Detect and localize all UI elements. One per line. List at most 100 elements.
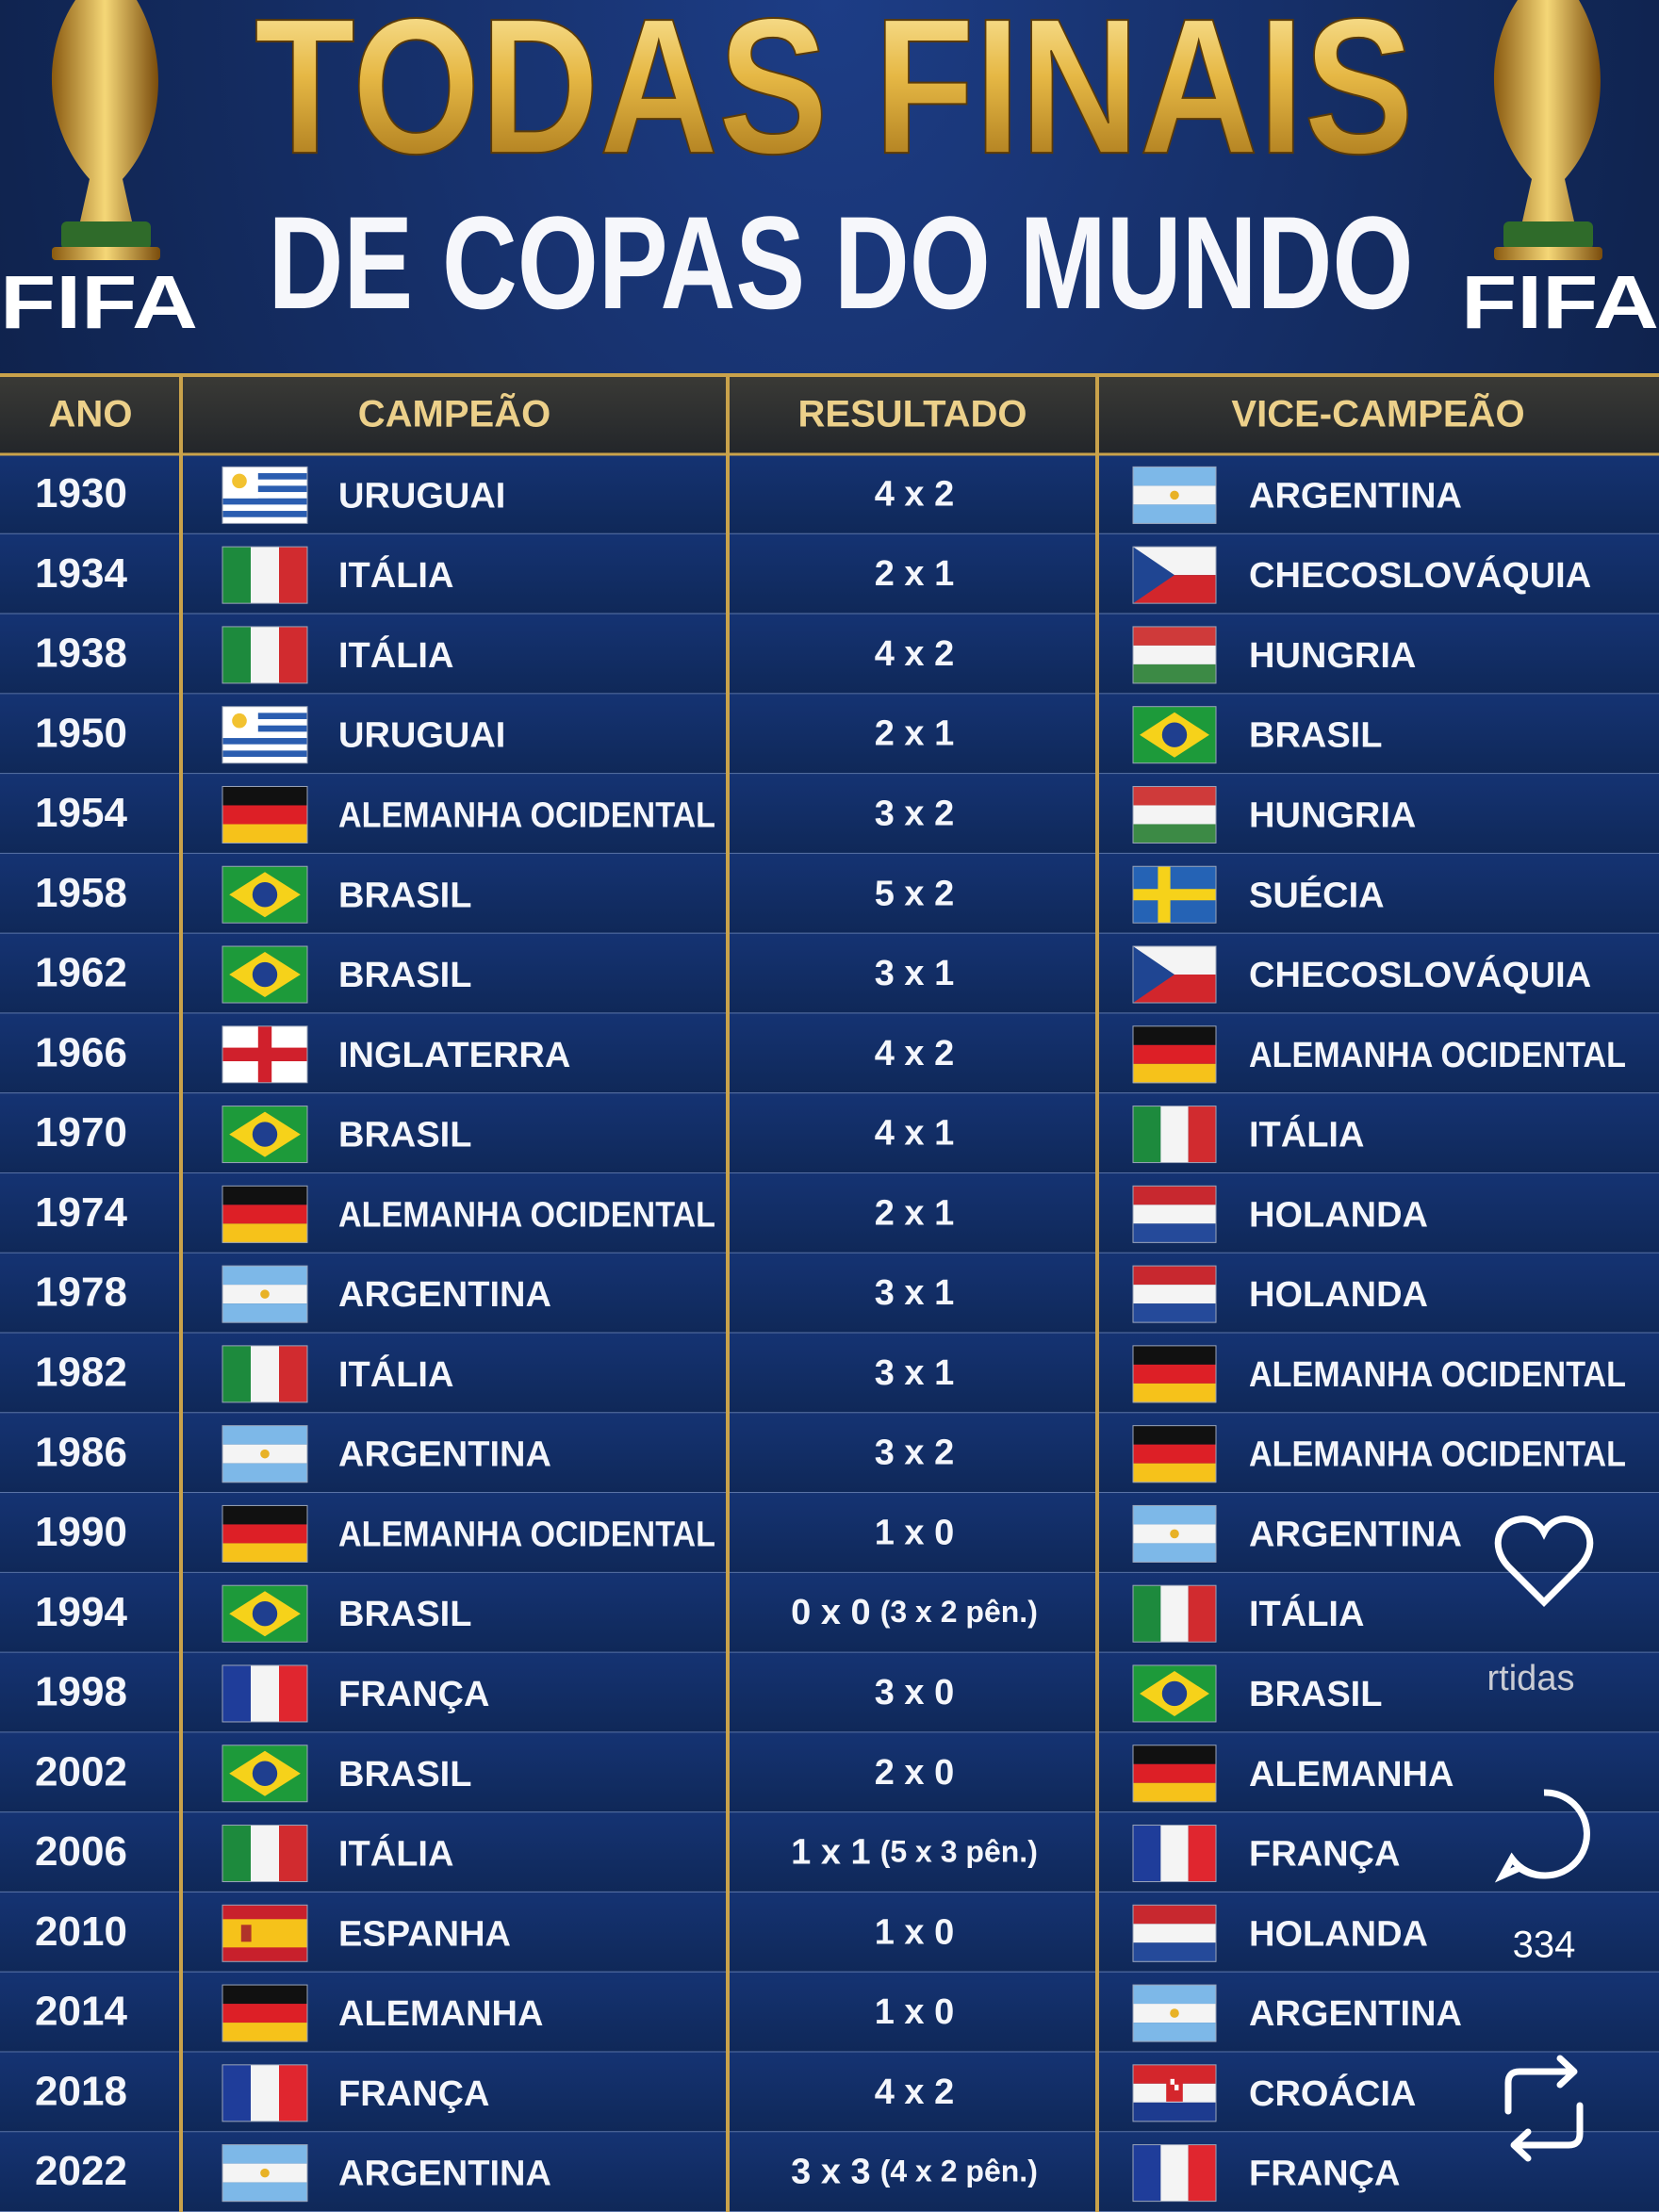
flag bbox=[1132, 706, 1217, 764]
champion: ITÁLIA bbox=[338, 1833, 453, 1875]
score: 1 x 0 bbox=[875, 1513, 955, 1552]
result: 2 x 1 bbox=[875, 714, 955, 754]
score: 4 x 1 bbox=[875, 1114, 955, 1154]
runner-up: CHECOSLOVÁQUIA bbox=[1249, 954, 1591, 995]
column-header: RESULTADO bbox=[798, 394, 1027, 435]
flag bbox=[1132, 1825, 1217, 1883]
flag bbox=[222, 626, 308, 684]
year: 1954 bbox=[35, 790, 127, 836]
comment-count: 334 bbox=[1513, 1925, 1576, 1966]
logo-left: FIFA bbox=[0, 260, 198, 344]
runner-up: ARGENTINA bbox=[1249, 476, 1462, 516]
penalties: (5 x 3 pên.) bbox=[880, 1835, 1038, 1869]
champion: INGLATERRA bbox=[338, 1036, 570, 1075]
result: 4 x 1 bbox=[875, 1114, 955, 1154]
champion: URUGUAI bbox=[338, 716, 505, 756]
champion: ALEMANHA OCIDENTAL bbox=[338, 796, 715, 836]
flag bbox=[1132, 466, 1217, 524]
runner-up: ALEMANHA OCIDENTAL bbox=[1249, 1036, 1626, 1075]
column-header: VICE-CAMPEÃO bbox=[1231, 392, 1524, 435]
flag bbox=[222, 1345, 308, 1403]
champion: ESPANHA bbox=[338, 1914, 511, 1954]
runner-up: ARGENTINA bbox=[1249, 1515, 1462, 1554]
flag bbox=[1132, 2144, 1217, 2203]
flag bbox=[1132, 1425, 1217, 1483]
score: 2 x 0 bbox=[875, 1753, 955, 1793]
flag bbox=[1132, 1185, 1217, 1243]
champion: ITÁLIA bbox=[338, 554, 453, 596]
runner-up: ALEMANHA bbox=[1249, 1755, 1454, 1794]
penalties: (3 x 2 pên.) bbox=[880, 1596, 1038, 1630]
flag bbox=[1132, 626, 1217, 684]
runner-up: HOLANDA bbox=[1249, 1914, 1428, 1954]
title: TODAS FINAIS bbox=[255, 0, 1414, 194]
score: 3 x 2 bbox=[875, 795, 955, 834]
repost-icon[interactable] bbox=[1504, 2055, 1584, 2162]
year: 1938 bbox=[35, 631, 127, 677]
year: 1958 bbox=[35, 870, 127, 916]
flag bbox=[222, 1664, 308, 1723]
score: 0 x 0 bbox=[791, 1593, 871, 1632]
flag bbox=[222, 466, 308, 524]
comment-icon[interactable] bbox=[1494, 1789, 1590, 1883]
year: 2002 bbox=[35, 1748, 127, 1794]
flag bbox=[222, 706, 308, 764]
flag bbox=[222, 1106, 308, 1164]
flag bbox=[222, 1025, 308, 1084]
flag bbox=[222, 2144, 308, 2203]
flag bbox=[1132, 1265, 1217, 1323]
result: 2 x 1 bbox=[875, 554, 955, 594]
result: 3 x 2 bbox=[875, 1434, 955, 1473]
year: 2010 bbox=[35, 1909, 127, 1955]
flag bbox=[1132, 1106, 1217, 1164]
trophy-left bbox=[51, 0, 160, 260]
score: 3 x 2 bbox=[875, 1434, 955, 1473]
runner-up: BRASIL bbox=[1249, 716, 1382, 756]
result: 1 x 0 bbox=[875, 1513, 955, 1552]
flag bbox=[1132, 1745, 1217, 1803]
flag bbox=[222, 1745, 308, 1803]
runner-up: CHECOSLOVÁQUIA bbox=[1249, 554, 1591, 596]
flag bbox=[1132, 2064, 1217, 2122]
flag bbox=[222, 2064, 308, 2122]
year: 1966 bbox=[35, 1029, 127, 1075]
flag bbox=[222, 785, 308, 844]
trophy-right bbox=[1493, 0, 1602, 260]
flag bbox=[1132, 546, 1217, 604]
score: 3 x 1 bbox=[875, 954, 955, 993]
score: 4 x 2 bbox=[875, 1034, 955, 1073]
year: 2022 bbox=[35, 2148, 127, 2194]
year: 1950 bbox=[35, 710, 127, 756]
year: 1998 bbox=[35, 1669, 127, 1715]
result: 3 x 3 (4 x 2 pên.) bbox=[791, 2153, 1038, 2192]
champion: FRANÇA bbox=[338, 1675, 489, 1714]
table: ANO CAMPEÃO RESULTADO VICE-CAMPEÃO 1930 URUGU… bbox=[0, 373, 1659, 2212]
flag bbox=[222, 1984, 308, 2042]
logo-right: FIFA bbox=[1461, 260, 1659, 344]
runner-up: ALEMANHA OCIDENTAL bbox=[1249, 1355, 1626, 1395]
result: 1 x 0 bbox=[875, 1912, 955, 1952]
flag bbox=[222, 1504, 308, 1563]
flag bbox=[222, 1265, 308, 1323]
like-icon[interactable] bbox=[1494, 1516, 1594, 1607]
runner-up: FRANÇA bbox=[1249, 1835, 1400, 1875]
year: 1990 bbox=[35, 1509, 127, 1555]
flag bbox=[222, 546, 308, 604]
year: 2006 bbox=[35, 1828, 127, 1875]
score: 4 x 2 bbox=[875, 474, 955, 514]
result: 4 x 2 bbox=[875, 2073, 955, 2112]
score: 3 x 3 bbox=[791, 2153, 871, 2192]
caption-fragment: rtidas bbox=[1487, 1659, 1575, 1698]
champion: BRASIL bbox=[338, 876, 471, 915]
champion: BRASIL bbox=[338, 1116, 471, 1155]
runner-up: ARGENTINA bbox=[1249, 1994, 1462, 2034]
score: 4 x 2 bbox=[875, 634, 955, 674]
year: 2014 bbox=[35, 1989, 127, 2035]
champion: ALEMANHA OCIDENTAL bbox=[338, 1515, 715, 1554]
score: 3 x 0 bbox=[875, 1673, 955, 1712]
champion: ARGENTINA bbox=[338, 2155, 551, 2194]
champion: URUGUAI bbox=[338, 476, 505, 516]
year: 1994 bbox=[35, 1589, 127, 1635]
subtitle: DE COPAS DO MUNDO bbox=[269, 188, 1414, 336]
flag bbox=[1132, 865, 1217, 924]
